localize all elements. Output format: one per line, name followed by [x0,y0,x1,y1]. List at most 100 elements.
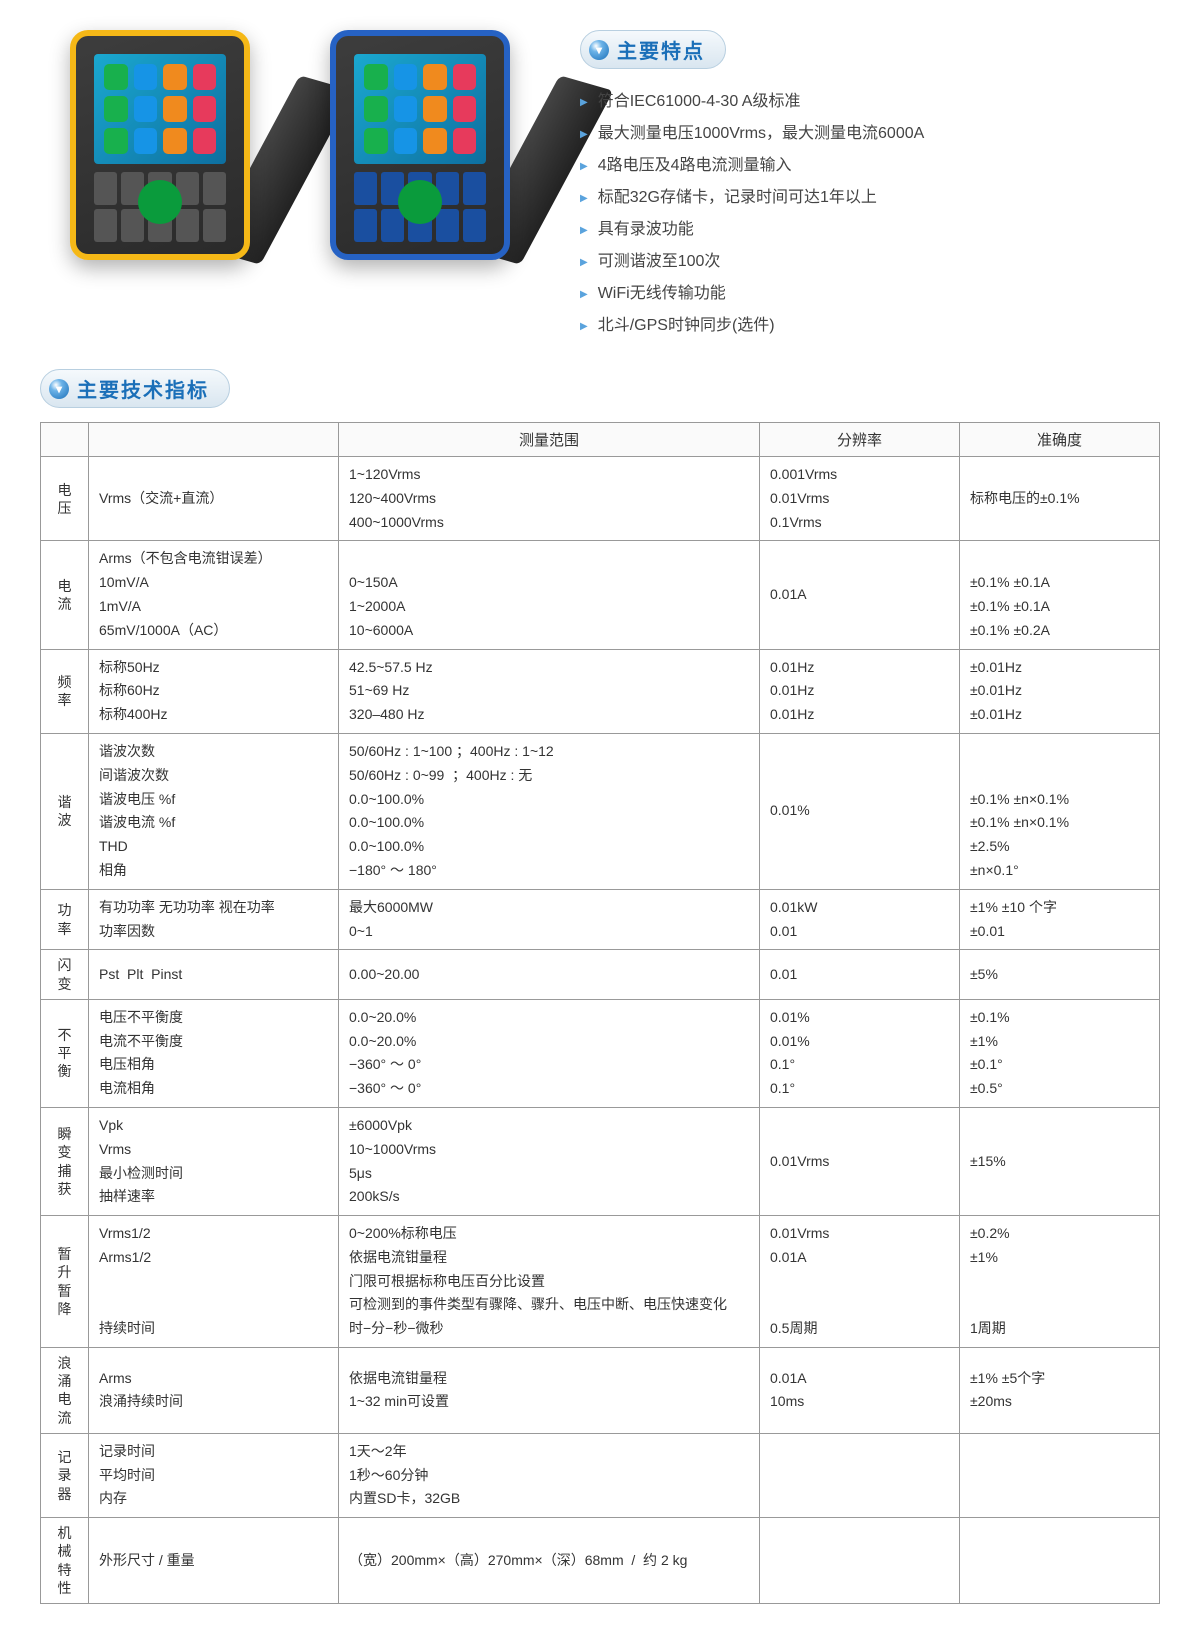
cat-cell: 暂升暂降 [41,1216,89,1348]
table-row: 暂升暂降Vrms1/2Arms1/2持续时间0~200%标称电压依据电流钳量程门… [41,1216,1160,1348]
cat-cell: 电流 [41,541,89,649]
res-cell: 0.01Hz0.01Hz0.01Hz [760,649,960,733]
top-section: ▾ 主要特点 符合IEC61000-4-30 A级标准最大测量电压1000Vrm… [40,30,1160,339]
param-cell: VpkVrms最小检测时间抽样速率 [89,1107,339,1215]
table-row: 浪涌电流Arms浪涌持续时间依据电流钳量程1~32 min可设置0.01A10m… [41,1348,1160,1434]
res-cell: 0.01 [760,950,960,999]
feature-item: 最大测量电压1000Vrms，最大测量电流6000A [580,115,1160,147]
feature-item: 具有录波功能 [580,211,1160,243]
param-cell: Pst Plt Pinst [89,950,339,999]
cat-cell: 电压 [41,457,89,541]
table-row: 谐波谐波次数间谐波次数谐波电压 %f谐波电流 %fTHD相角50/60Hz : … [41,733,1160,889]
res-cell [760,1518,960,1604]
feature-item: 北斗/GPS时钟同步(选件) [580,307,1160,339]
param-cell: 标称50Hz标称60Hz标称400Hz [89,649,339,733]
app-icon [163,64,187,90]
device-yellow [40,30,280,290]
range-cell: 0.00~20.00 [339,950,760,999]
app-icon [364,64,388,90]
range-cell: 最大6000MW0~1 [339,889,760,950]
spec-badge: ▾ 主要技术指标 [40,369,230,408]
acc-cell: ±0.2%±1%1周期 [960,1216,1160,1348]
app-icon [134,64,158,90]
app-icon [104,96,128,122]
app-icon [423,128,447,154]
acc-cell: 标称电压的±0.1% [960,457,1160,541]
app-icon [163,128,187,154]
acc-cell: ±0.1% ±n×0.1%±0.1% ±n×0.1%±2.5%±n×0.1° [960,733,1160,889]
cat-cell: 功率 [41,889,89,950]
range-cell: 1天～2年1秒～60分钟内置SD卡，32GB [339,1433,760,1517]
app-icon [423,64,447,90]
feature-item: 符合IEC61000-4-30 A级标准 [580,83,1160,115]
res-cell: 0.01Vrms0.01A0.5周期 [760,1216,960,1348]
acc-cell: ±1% ±10 个字±0.01 [960,889,1160,950]
app-icon [134,128,158,154]
res-cell: 0.01A [760,541,960,649]
app-icon [104,128,128,154]
acc-cell: ±5% [960,950,1160,999]
table-row: 闪变Pst Plt Pinst0.00~20.000.01±5% [41,950,1160,999]
feature-item: WiFi无线传输功能 [580,275,1160,307]
param-cell: Vrms（交流+直流） [89,457,339,541]
spec-section: ▾ 主要技术指标 测量范围 分辨率 准确度 电压Vrms（交流+直流）1~120… [40,369,1160,1604]
app-icon [453,96,477,122]
range-cell: 依据电流钳量程1~32 min可设置 [339,1348,760,1434]
param-cell: 外形尺寸 / 重量 [89,1518,339,1604]
badge-dot-icon: ▾ [589,40,609,60]
res-cell: 0.01Vrms [760,1107,960,1215]
res-cell: 0.001Vrms0.01Vrms0.1Vrms [760,457,960,541]
app-icon [364,96,388,122]
dpad-yellow [138,180,182,224]
app-icon [394,128,418,154]
th-accuracy: 准确度 [960,423,1160,457]
acc-cell [960,1518,1160,1604]
feature-item: 4路电压及4路电流测量输入 [580,147,1160,179]
acc-cell: ±1% ±5个字±20ms [960,1348,1160,1434]
table-row: 机械特性外形尺寸 / 重量（宽）200mm×（高）270mm×（深）68mm /… [41,1518,1160,1604]
param-cell: 有功功率 无功功率 视在功率功率因数 [89,889,339,950]
spec-title: 主要技术指标 [77,374,209,403]
dpad-blue [398,180,442,224]
range-cell: ±6000Vpk10~1000Vrms5μs200kS/s [339,1107,760,1215]
table-row: 记录器记录时间平均时间内存1天～2年1秒～60分钟内置SD卡，32GB [41,1433,1160,1517]
cat-cell: 机械特性 [41,1518,89,1604]
acc-cell: ±0.01Hz±0.01Hz±0.01Hz [960,649,1160,733]
app-icon [394,96,418,122]
cat-cell: 谐波 [41,733,89,889]
range-cell: 0~150A1~2000A10~6000A [339,541,760,649]
range-cell: 42.5~57.5 Hz51~69 Hz320–480 Hz [339,649,760,733]
spec-table: 测量范围 分辨率 准确度 电压Vrms（交流+直流）1~120Vrms120~4… [40,422,1160,1604]
app-icon [453,64,477,90]
feature-item: 标配32G存储卡，记录时间可达1年以上 [580,179,1160,211]
app-icon [193,128,217,154]
table-row: 瞬变捕获VpkVrms最小检测时间抽样速率±6000Vpk10~1000Vrms… [41,1107,1160,1215]
table-row: 功率有功功率 无功功率 视在功率功率因数最大6000MW0~10.01kW0.0… [41,889,1160,950]
th-range: 测量范围 [339,423,760,457]
table-row: 电压Vrms（交流+直流）1~120Vrms120~400Vrms400~100… [41,457,1160,541]
app-icon [134,96,158,122]
param-cell: 记录时间平均时间内存 [89,1433,339,1517]
param-cell: Arms（不包含电流钳误差）10mV/A1mV/A65mV/1000A（AC） [89,541,339,649]
app-icon [104,64,128,90]
spec-tbody: 电压Vrms（交流+直流）1~120Vrms120~400Vrms400~100… [41,457,1160,1604]
feature-list: 符合IEC61000-4-30 A级标准最大测量电压1000Vrms，最大测量电… [580,83,1160,339]
header-row: 测量范围 分辨率 准确度 [41,423,1160,457]
features-block: ▾ 主要特点 符合IEC61000-4-30 A级标准最大测量电压1000Vrm… [580,30,1160,339]
device-screen-blue [354,54,486,164]
badge-dot-icon: ▾ [49,379,69,399]
app-icon [394,64,418,90]
app-icon [423,96,447,122]
th-resolution: 分辨率 [760,423,960,457]
range-cell: （宽）200mm×（高）270mm×（深）68mm / 约 2 kg [339,1518,760,1604]
feature-item: 可测谐波至100次 [580,243,1160,275]
app-icon [364,128,388,154]
range-cell: 0~200%标称电压依据电流钳量程门限可根据标称电压百分比设置可检测到的事件类型… [339,1216,760,1348]
param-cell: Arms浪涌持续时间 [89,1348,339,1434]
cat-cell: 瞬变捕获 [41,1107,89,1215]
acc-cell [960,1433,1160,1517]
cat-cell: 闪变 [41,950,89,999]
features-badge: ▾ 主要特点 [580,30,726,69]
param-cell: Vrms1/2Arms1/2持续时间 [89,1216,339,1348]
device-images [40,30,540,339]
